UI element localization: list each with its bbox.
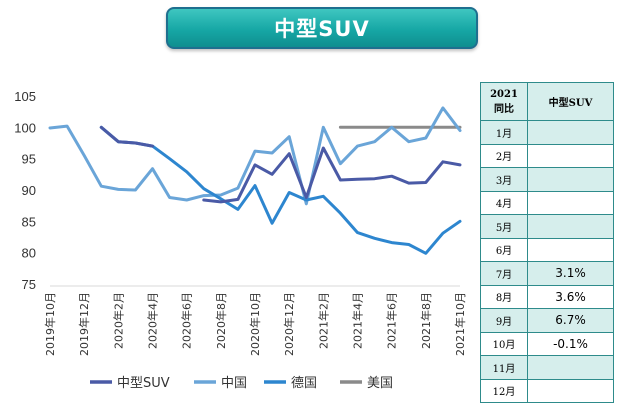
row-month: 3月 [480, 167, 528, 192]
table-row: 11月 [480, 355, 614, 380]
table-row: 4月 [480, 190, 614, 215]
x-tick-label: 2020年2月 [111, 292, 125, 349]
x-tick-label: 2021年2月 [316, 292, 330, 349]
table-row: 7月 3.1% [480, 261, 614, 286]
table-row: 9月 6.7% [480, 308, 614, 333]
y-tick-label: 95 [22, 152, 36, 167]
row-value [527, 143, 614, 168]
legend-label: 美国 [367, 376, 393, 391]
x-tick-label: 2020年10月 [248, 292, 262, 356]
table-row: 8月 3.6% [480, 284, 614, 309]
x-tick-label: 2020年4月 [146, 292, 160, 349]
row-value: 3.1% [527, 261, 614, 286]
x-tick-label: 2021年4月 [351, 292, 365, 349]
table-row: 6月 [480, 237, 614, 262]
row-month: 10月 [480, 331, 528, 356]
series-line-0 [202, 146, 462, 204]
row-month: 9月 [480, 308, 528, 333]
series-line-2 [99, 125, 462, 255]
row-value [527, 190, 614, 215]
y-tick-label: 75 [22, 277, 36, 292]
y-tick-label: 105 [14, 89, 36, 104]
x-tick-label: 2020年6月 [180, 292, 194, 349]
row-month: 2月 [480, 143, 528, 168]
table-header-row: 2021 同比 中型SUV [480, 82, 614, 121]
table-row: 10月 -0.1% [480, 331, 614, 356]
row-value: 6.7% [527, 308, 614, 333]
legend-label: 中型SUV [117, 376, 170, 391]
table-row: 2月 [480, 143, 614, 168]
y-tick-label: 85 [22, 214, 36, 229]
table-header-series: 中型SUV [527, 82, 614, 121]
y-tick-label: 100 [14, 120, 36, 135]
row-value: -0.1% [527, 331, 614, 356]
table-row: 12月 [480, 378, 614, 403]
row-month: 5月 [480, 214, 528, 239]
header-year-text: 2021 [490, 88, 518, 100]
legend-label: 中国 [221, 376, 247, 391]
table-header-year: 2021 同比 [480, 82, 528, 121]
series-line-0 [99, 125, 154, 148]
row-month: 1月 [480, 120, 528, 145]
row-month: 8月 [480, 284, 528, 309]
legend-label: 德国 [291, 376, 317, 391]
x-tick-label: 2020年8月 [214, 292, 228, 349]
x-tick-label: 2019年12月 [77, 292, 91, 356]
y-tick-label: 80 [22, 246, 36, 261]
row-month: 12月 [480, 378, 528, 403]
x-tick-label: 2019年10月 [43, 292, 57, 356]
header-label-text: 同比 [494, 103, 514, 115]
row-month: 7月 [480, 261, 528, 286]
yoy-table: 2021 同比 中型SUV 1月 2月 3月 4月 5月 6月 7月 3.1% 8… [480, 82, 614, 403]
title-banner: 中型SUV [166, 7, 478, 49]
row-month: 4月 [480, 190, 528, 215]
table-row: 5月 [480, 214, 614, 239]
x-tick-label: 2020年12月 [282, 292, 296, 356]
table-row: 1月 [480, 120, 614, 145]
line-chart: 75 80 85 90 95 100 105 2019年10月 2019年12月 2020年2月 2… [14, 89, 467, 391]
x-tick-label: 2021年10月 [453, 292, 467, 356]
x-tick-label: 2021年6月 [385, 292, 399, 349]
row-value: 3.6% [527, 284, 614, 309]
x-tick-label: 2021年8月 [419, 292, 433, 349]
series-line-1 [48, 106, 462, 206]
y-tick-label: 90 [22, 183, 36, 198]
chart-title: 中型SUV [274, 17, 370, 41]
row-month: 6月 [480, 237, 528, 262]
row-value [527, 355, 614, 380]
row-value [527, 167, 614, 192]
row-value [527, 378, 614, 403]
table-row: 3月 [480, 167, 614, 192]
row-value [527, 237, 614, 262]
row-value [527, 214, 614, 239]
row-month: 11月 [480, 355, 528, 380]
row-value [527, 120, 614, 145]
